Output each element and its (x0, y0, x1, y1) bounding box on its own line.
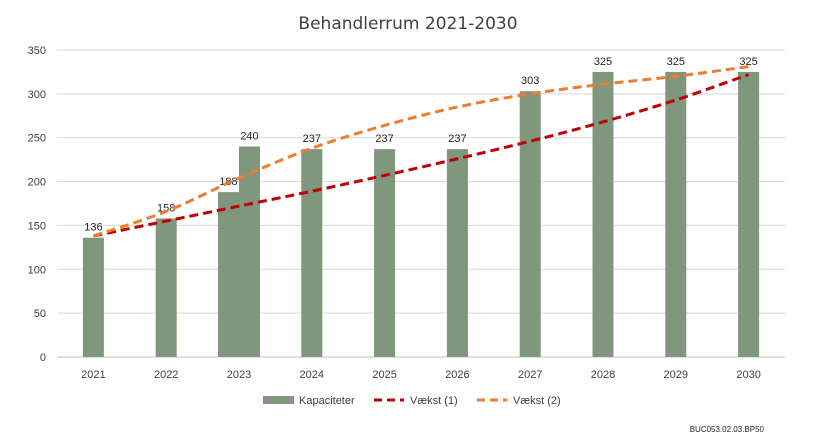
bar (446, 149, 468, 357)
bar (665, 71, 687, 357)
bar-data-label: 325 (594, 56, 612, 68)
x-tick-label: 2028 (591, 369, 615, 381)
bar-data-label: 237 (303, 133, 321, 145)
bar (301, 149, 323, 357)
y-tick-label: 100 (28, 264, 46, 276)
y-tick-label: 50 (34, 308, 46, 320)
legend-swatch-bar (263, 396, 294, 404)
legend-label: Kapaciteter (299, 395, 355, 407)
bar (592, 71, 614, 357)
legend-label: Vækst (2) (513, 395, 561, 407)
y-tick-label: 250 (28, 133, 46, 145)
bar (239, 146, 260, 357)
y-tick-label: 150 (28, 220, 46, 232)
bar (519, 91, 541, 358)
trend-lines (92, 65, 750, 238)
bar-data-label: 240 (240, 130, 258, 142)
chart-title: Behandlerrum 2021-2030 (298, 14, 517, 34)
trend-line-v-kst-2 (92, 65, 749, 238)
bar-data-label: 136 (84, 222, 102, 234)
x-tick-label: 2030 (736, 369, 760, 381)
bar-data-label: 303 (521, 75, 539, 87)
bar (374, 149, 396, 357)
footnote: BUC053.02.03.BP50 (690, 425, 765, 434)
x-tick-label: 2021 (81, 369, 105, 381)
bar (738, 71, 760, 357)
y-tick-label: 300 (28, 89, 46, 101)
bar (218, 192, 239, 357)
legend-label: Vækst (1) (410, 395, 458, 407)
x-axis: 2021 2022 2023 2024 2025 2026 2027 2028 2029 2030 (81, 369, 761, 381)
bar-data-label: 325 (739, 56, 757, 68)
x-tick-label: 2024 (300, 369, 324, 381)
bar (82, 237, 104, 357)
trend-line-v-kst-1 (93, 73, 750, 238)
y-tick-label: 0 (40, 352, 46, 364)
bar-data-label: 325 (667, 56, 685, 68)
bar-data-label: 158 (157, 202, 175, 214)
y-tick-label: 200 (28, 177, 46, 189)
x-tick-label: 2029 (664, 369, 688, 381)
bar-data-label: 237 (375, 133, 393, 145)
x-tick-label: 2026 (445, 369, 469, 381)
gridlines (57, 49, 785, 358)
bars (82, 71, 760, 358)
x-tick-label: 2027 (518, 369, 542, 381)
bar-data-label: 237 (448, 133, 466, 145)
bar (155, 218, 177, 357)
x-tick-label: 2022 (154, 369, 178, 381)
y-axis: 0 50 100 150 200 250 300 350 (28, 45, 46, 364)
legend: Kapaciteter Vækst (1) Vækst (2) (263, 395, 561, 407)
x-tick-label: 2025 (372, 369, 396, 381)
x-tick-label: 2023 (227, 369, 251, 381)
y-tick-label: 350 (28, 45, 46, 57)
